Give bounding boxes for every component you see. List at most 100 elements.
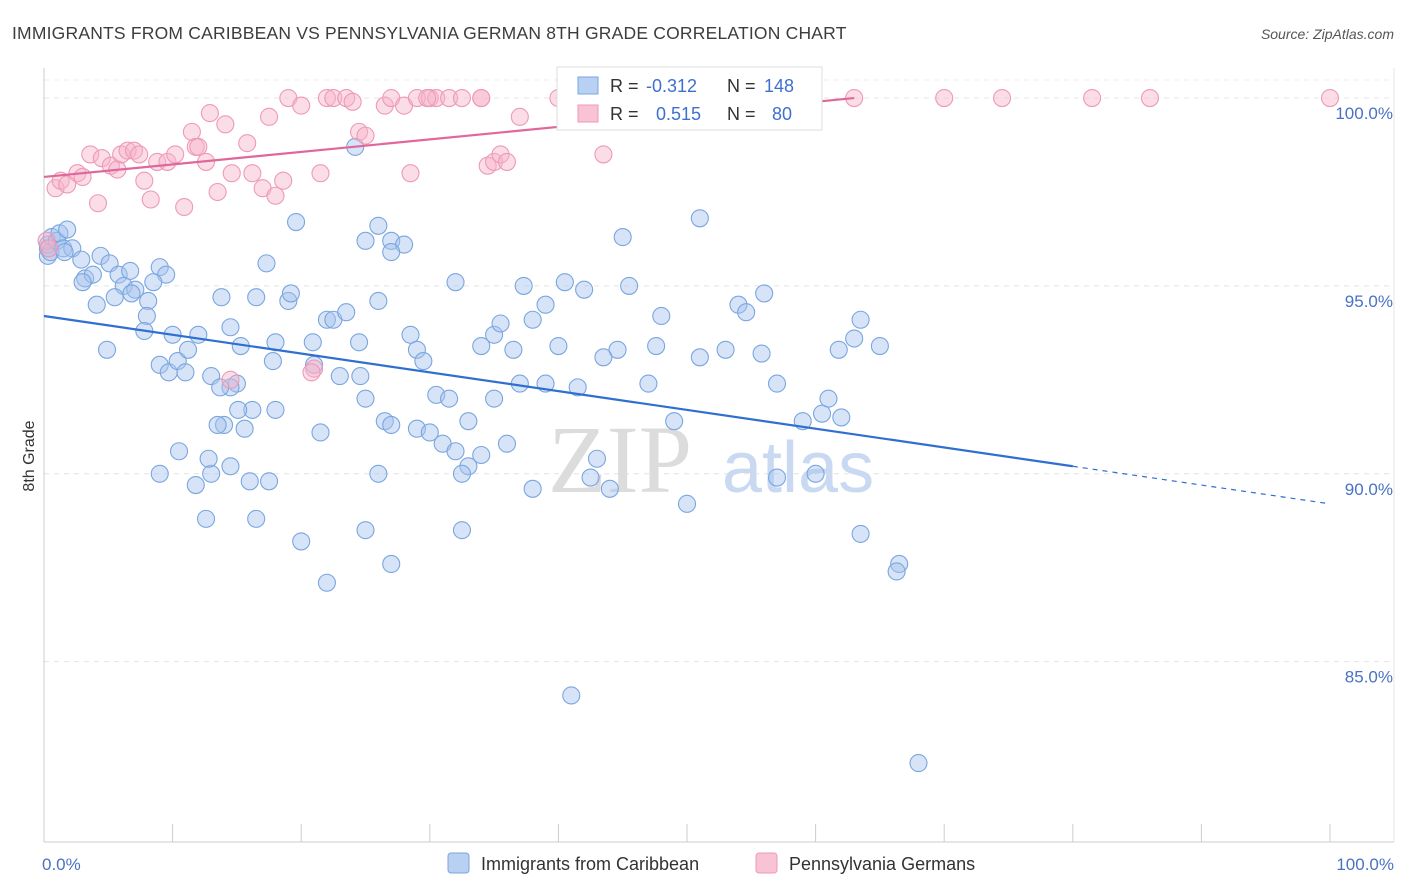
point-caribbean [737,303,756,322]
point-pa-german [274,171,293,190]
point-pa-german [510,107,529,126]
point-caribbean [514,276,533,295]
point-caribbean [240,472,259,491]
point-caribbean [440,389,459,408]
point-pa-german [40,239,59,258]
point-caribbean [91,246,110,265]
stats-n-label-1: N = [727,76,756,96]
point-caribbean [452,464,472,483]
point-caribbean [317,573,336,592]
point-caribbean [150,355,169,374]
point-caribbean [549,336,568,356]
point-caribbean [369,291,388,311]
x-tick-max: 100.0% [1336,855,1394,874]
point-pa-german [497,152,517,171]
point-caribbean [870,336,889,356]
point-caribbean [620,276,639,295]
axes: 85.0% 90.0% 95.0% 100.0% [43,68,1395,843]
point-pa-german [266,186,285,205]
point-pa-german [418,89,437,108]
point-caribbean [491,314,510,333]
stats-swatch-caribbean [577,76,599,95]
point-pa-german [37,231,56,250]
point-pa-german [130,145,149,164]
point-caribbean [536,295,555,314]
stats-box: R = -0.312 N = 148 R = 0.515 N = 80 [556,66,823,131]
point-pa-german [141,190,160,209]
point-caribbean [485,389,504,408]
point-caribbean [755,284,774,303]
point-caribbean [266,400,285,419]
point-pa-german [200,104,219,123]
point-caribbean [287,212,306,232]
legend-label-pa-german: Pennsylvania Germans [789,854,975,874]
point-caribbean [356,521,375,540]
chart-title: IMMIGRANTS FROM CARIBBEAN VS PENNSYLVANI… [12,23,847,43]
point-caribbean [235,419,254,438]
point-caribbean [292,532,311,551]
point-caribbean [356,231,375,250]
point-pa-german [118,141,137,160]
point-caribbean [196,509,216,528]
point-pa-german [935,89,954,108]
point-caribbean [832,408,851,427]
point-caribbean [575,280,594,299]
point-caribbean [214,415,234,434]
stats-r-value-2: 0.515 [656,104,701,124]
point-caribbean [247,509,266,528]
point-caribbean [369,216,388,235]
point-pa-german [993,89,1012,108]
point-caribbean [414,352,433,371]
point-pa-german [440,89,459,108]
stats-box-frame [556,66,823,131]
point-pa-german [317,89,336,108]
stats-r-label-2: R = [610,104,639,124]
y-axis-label: 8th Grade [21,420,38,491]
point-caribbean [459,412,478,431]
point-caribbean [281,284,300,303]
point-caribbean [716,340,735,359]
point-pa-german [222,164,241,183]
point-caribbean [587,449,607,468]
point-caribbean [459,457,478,476]
point-caribbean [909,754,928,773]
point-caribbean [472,336,491,356]
legend-swatch-caribbean [447,852,470,874]
point-pa-german [491,145,510,164]
point-caribbean [407,340,426,359]
point-pa-german [88,194,108,213]
point-caribbean [202,464,221,483]
point-caribbean [829,340,848,359]
point-caribbean [485,325,504,344]
point-caribbean [229,400,248,419]
stats-n-label-2: N = [727,104,756,124]
point-pa-german [407,89,426,108]
point-pa-german [472,89,491,108]
point-pa-german [81,145,100,164]
point-caribbean [401,325,420,344]
point-pa-german [135,171,154,190]
point-caribbean [330,367,349,386]
stats-r-label-1: R = [610,76,639,96]
point-caribbean [150,464,169,483]
point-pa-german [311,164,330,183]
point-pa-german [292,96,311,115]
point-caribbean [690,209,709,228]
stats-r-value-1: -0.312 [646,76,697,96]
point-pa-german [302,363,321,382]
point-caribbean [55,243,74,262]
point-caribbean [87,295,106,314]
point-caribbean [613,228,632,247]
point-caribbean [446,273,465,292]
point-caribbean [247,288,266,307]
point-pa-german [1083,89,1102,108]
point-caribbean [504,340,523,359]
legend-label-caribbean: Immigrants from Caribbean [481,854,699,874]
point-caribbean [176,363,195,382]
point-caribbean [169,442,189,461]
point-pa-german [243,164,262,183]
point-caribbean [382,243,401,262]
x-tick-min: 0.0% [42,855,81,874]
point-caribbean [812,404,832,423]
